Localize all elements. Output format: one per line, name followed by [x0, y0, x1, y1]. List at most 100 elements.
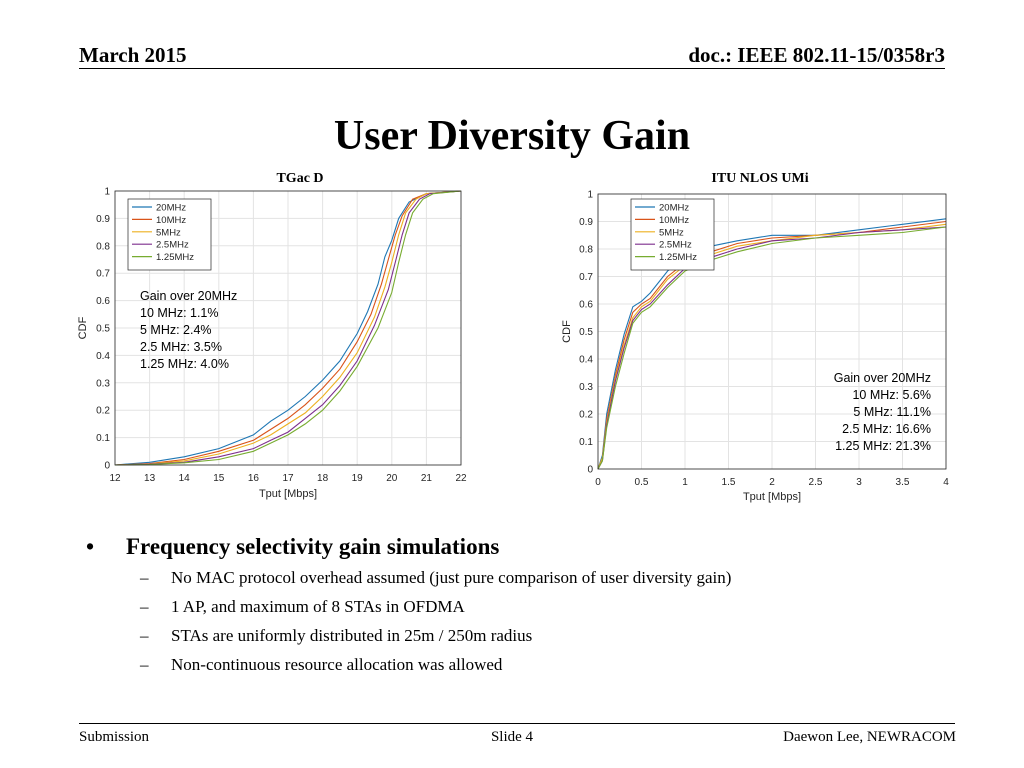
y-tick-label: 0.1	[96, 433, 110, 444]
y-tick-label: 0.2	[579, 410, 593, 421]
x-tick-label: 4	[943, 477, 949, 488]
bullet-sub-text: No MAC protocol overhead assumed (just p…	[171, 568, 732, 587]
series-line-5MHz	[114, 190, 462, 466]
x-axis-label: Tput [Mbps]	[743, 491, 801, 503]
bullet-main-text: Frequency selectivity gain simulations	[126, 534, 500, 559]
legend-label: 10MHz	[659, 215, 689, 226]
bullet-sub: – No MAC protocol overhead assumed (just…	[86, 568, 966, 597]
legend-label: 10MHz	[156, 215, 186, 226]
x-tick-label: 19	[352, 473, 364, 484]
y-tick-label: 1	[587, 190, 593, 201]
y-tick-label: 0.7	[96, 269, 110, 280]
legend-label: 20MHz	[659, 203, 689, 214]
chart-1-title: TGac D	[276, 171, 324, 186]
y-tick-label: 0.4	[579, 355, 593, 366]
x-tick-label: 16	[248, 473, 260, 484]
series-line-1.25MHz	[114, 190, 462, 466]
y-tick-label: 0.6	[96, 296, 110, 307]
y-tick-label: 0.3	[579, 382, 593, 393]
bullet-list: • Frequency selectivity gain simulations…	[86, 534, 966, 684]
series-line-20MHz	[597, 218, 947, 470]
y-tick-label: 0	[587, 465, 593, 476]
bullet-sub-text: Non-continuous resource allocation was a…	[171, 655, 503, 674]
header-rule	[79, 68, 945, 69]
series-line-2.5MHz	[597, 226, 947, 470]
annotation-line: 5 MHz: 2.4%	[140, 323, 212, 337]
legend-label: 2.5MHz	[659, 240, 692, 251]
annotation-line: 10 MHz: 5.6%	[852, 388, 931, 402]
legend-label: 20MHz	[156, 203, 186, 214]
bullet-marker: •	[86, 534, 95, 559]
y-axis-label: CDF	[77, 316, 89, 339]
x-tick-label: 14	[179, 473, 191, 484]
x-axis-label: Tput [Mbps]	[259, 488, 317, 500]
legend-label: 5MHz	[659, 227, 684, 238]
y-tick-label: 0.8	[579, 245, 593, 256]
series-line-1.25MHz	[597, 226, 947, 470]
x-tick-label: 1.5	[722, 477, 736, 488]
annotation-line: 1.25 MHz: 21.3%	[835, 439, 931, 453]
legend-label: 2.5MHz	[156, 240, 189, 251]
bullet-sub: – Non-continuous resource allocation was…	[86, 655, 966, 684]
bullet-sub-text: 1 AP, and maximum of 8 STAs in OFDMA	[171, 597, 465, 616]
annotation-line: 10 MHz: 1.1%	[140, 306, 219, 320]
x-tick-label: 21	[421, 473, 433, 484]
footer-submission: Submission	[79, 729, 150, 745]
annotation-line: 2.5 MHz: 16.6%	[842, 422, 931, 436]
bullet-sub: – 1 AP, and maximum of 8 STAs in OFDMA	[86, 597, 966, 626]
sub-bullet-marker: –	[140, 655, 149, 674]
annotation-line: Gain over 20MHz	[140, 289, 237, 303]
y-tick-label: 0.7	[579, 272, 593, 283]
x-tick-label: 3.5	[896, 477, 910, 488]
annotation-line: 1.25 MHz: 4.0%	[140, 357, 229, 371]
x-tick-label: 15	[213, 473, 225, 484]
y-tick-label: 0.9	[579, 217, 593, 228]
y-tick-label: 0	[104, 461, 110, 472]
bullet-sub: – STAs are uniformly distributed in 25m …	[86, 626, 966, 655]
series-line-10MHz	[114, 190, 462, 466]
axes-box	[114, 190, 462, 466]
x-tick-label: 22	[455, 473, 467, 484]
y-tick-label: 0.6	[579, 300, 593, 311]
legend-box	[127, 198, 212, 271]
header-doc-id: doc.: IEEE 802.11-15/0358r3	[688, 43, 945, 67]
slide-title: User Diversity Gain	[333, 113, 691, 159]
annotation-line: Gain over 20MHz	[834, 371, 931, 385]
footer-rule	[79, 723, 955, 724]
x-tick-label: 2	[769, 477, 775, 488]
series-line-20MHz	[114, 190, 462, 466]
x-tick-label: 12	[109, 473, 121, 484]
x-tick-label: 0.5	[635, 477, 649, 488]
y-tick-label: 0.5	[96, 324, 110, 335]
y-axis-label: CDF	[561, 320, 573, 343]
annotation-line: 5 MHz: 11.1%	[853, 405, 931, 419]
x-tick-label: 17	[282, 473, 294, 484]
y-tick-label: 0.2	[96, 406, 110, 417]
axes-box	[597, 193, 947, 470]
annotation-line: 2.5 MHz: 3.5%	[140, 340, 222, 354]
y-tick-label: 0.1	[579, 437, 593, 448]
sub-bullet-marker: –	[140, 597, 149, 616]
footer-slide-number: Slide 4	[490, 729, 534, 745]
legend-box	[630, 198, 715, 271]
x-tick-label: 18	[317, 473, 329, 484]
bullet-sub-text: STAs are uniformly distributed in 25m / …	[171, 626, 533, 645]
y-tick-label: 1	[104, 187, 110, 198]
y-tick-label: 0.8	[96, 241, 110, 252]
header-date: March 2015	[79, 43, 187, 67]
chart-2-title: ITU NLOS UMi	[711, 171, 809, 186]
y-tick-label: 0.3	[96, 378, 110, 389]
legend-label: 5MHz	[156, 227, 181, 238]
x-tick-label: 20	[386, 473, 398, 484]
sub-bullet-marker: –	[140, 568, 149, 587]
bullet-main: • Frequency selectivity gain simulations	[86, 534, 966, 568]
x-tick-label: 0	[595, 477, 601, 488]
legend-label: 1.25MHz	[156, 252, 194, 263]
sub-bullet-marker: –	[140, 626, 149, 645]
legend-label: 1.25MHz	[659, 252, 697, 263]
x-tick-label: 13	[144, 473, 156, 484]
series-line-2.5MHz	[114, 190, 462, 466]
x-tick-label: 1	[682, 477, 688, 488]
